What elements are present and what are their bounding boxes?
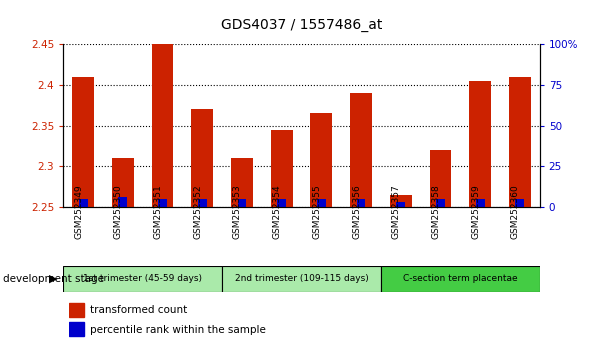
Bar [429,150,452,207]
Text: GSM252357: GSM252357 [392,184,401,239]
Bar [271,130,292,207]
Bar [63,266,222,292]
Bar [119,197,127,207]
Text: GSM252360: GSM252360 [511,184,520,239]
Bar [350,93,372,207]
Text: transformed count: transformed count [90,305,188,315]
Bar [390,195,412,207]
Text: ▶: ▶ [49,274,57,284]
Bar [158,199,167,207]
Bar [381,266,540,292]
Bar [476,199,484,207]
Text: GDS4037 / 1557486_at: GDS4037 / 1557486_at [221,18,382,32]
Bar [311,113,332,207]
Bar [436,199,445,207]
Text: GSM252354: GSM252354 [273,184,282,239]
Bar [151,44,174,207]
Text: GSM252351: GSM252351 [154,184,163,239]
Text: GSM252359: GSM252359 [471,184,480,239]
Bar [509,77,531,207]
Bar [69,303,84,317]
Bar [69,322,84,336]
Bar [112,158,134,207]
Text: percentile rank within the sample: percentile rank within the sample [90,325,267,335]
Text: GSM252350: GSM252350 [114,184,123,239]
Text: 1st trimester (45-59 days): 1st trimester (45-59 days) [83,274,202,283]
Bar [396,202,405,207]
Bar [238,199,246,207]
Bar [277,199,286,207]
Text: development stage: development stage [3,274,104,284]
Bar [79,199,87,207]
Bar [191,109,213,207]
Text: 2nd trimester (109-115 days): 2nd trimester (109-115 days) [235,274,368,283]
Bar [516,199,524,207]
Text: GSM252352: GSM252352 [193,184,202,239]
Bar [198,199,207,207]
Text: GSM252353: GSM252353 [233,184,242,239]
Text: GSM252349: GSM252349 [74,184,83,239]
Bar [469,81,491,207]
Text: GSM252358: GSM252358 [431,184,440,239]
Text: GSM252355: GSM252355 [312,184,321,239]
Text: GSM252356: GSM252356 [352,184,361,239]
Bar [72,77,94,207]
Text: C-section term placentae: C-section term placentae [403,274,517,283]
Bar [317,199,326,207]
Bar [357,199,365,207]
Bar [222,266,381,292]
Bar [231,158,253,207]
